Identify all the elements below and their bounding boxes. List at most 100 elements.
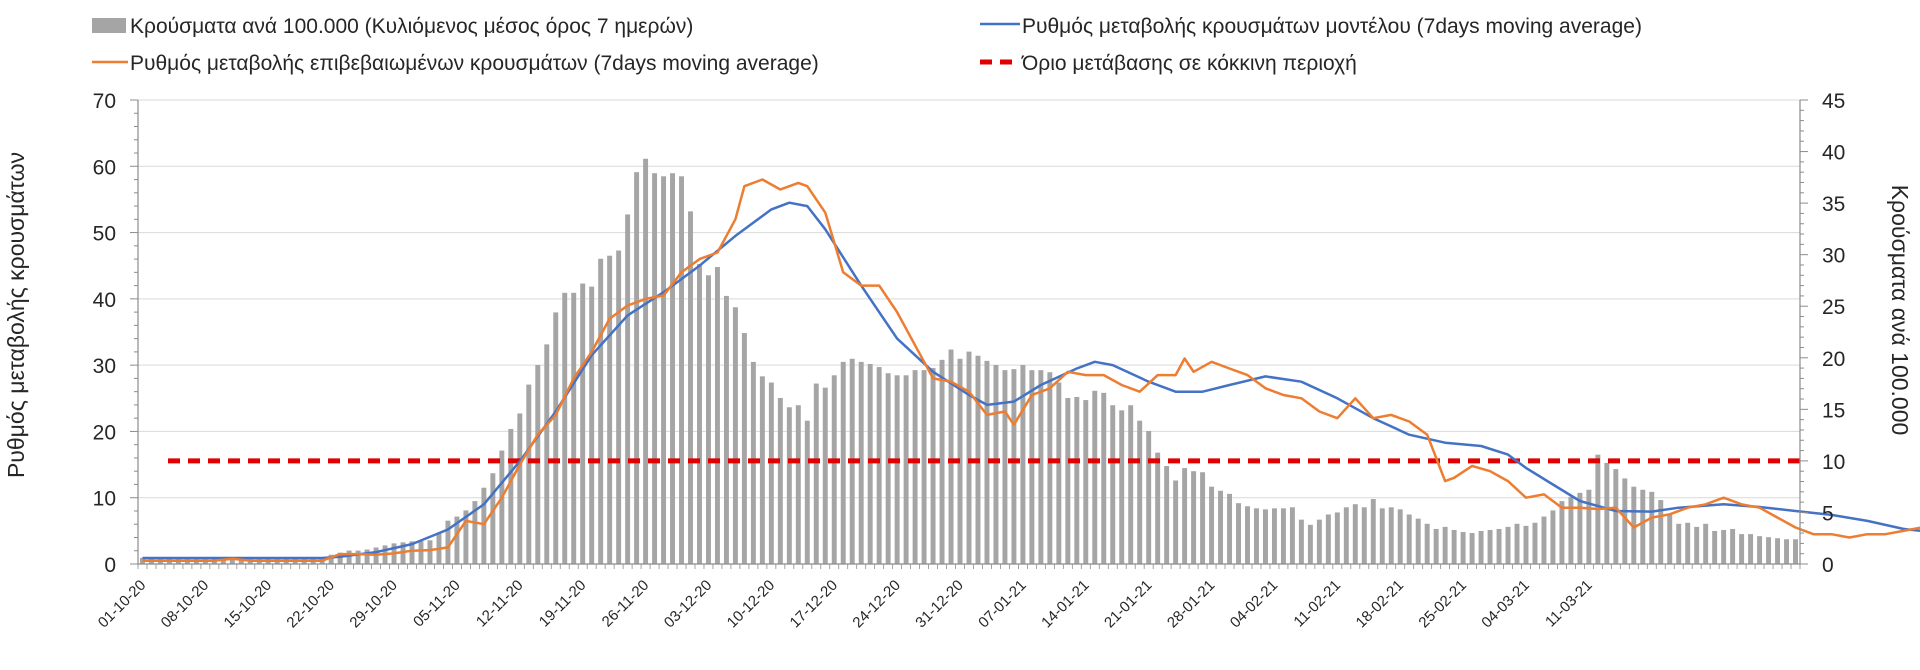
bar: [1757, 536, 1763, 564]
bar: [679, 176, 684, 564]
x-tick-label: 10-12-20: [724, 577, 778, 631]
bar: [1496, 528, 1502, 564]
x-tick-label: 19-11-20: [536, 577, 590, 631]
bar: [1739, 534, 1745, 564]
bar: [1640, 489, 1646, 564]
bar: [876, 367, 882, 564]
x-tick-label: 24-12-20: [849, 577, 903, 631]
bar: [1766, 537, 1772, 564]
bar: [1074, 396, 1080, 564]
bar: [858, 361, 864, 564]
bar: [1110, 405, 1116, 564]
bar: [1721, 529, 1727, 564]
x-tick-label: 29-10-20: [346, 577, 400, 631]
bar: [1397, 509, 1403, 564]
left-tick-label: 30: [93, 355, 116, 378]
bar: [1352, 504, 1358, 564]
bar: [328, 554, 334, 564]
bar: [1388, 507, 1394, 564]
bar: [1451, 529, 1457, 564]
bar: [1155, 452, 1161, 564]
bar: [355, 550, 361, 564]
bar: [1002, 370, 1008, 564]
legend-swatch-bars: [92, 18, 126, 33]
bar: [1586, 489, 1592, 564]
x-tick-label: 14-01-21: [1038, 577, 1092, 631]
bar: [1730, 528, 1736, 564]
bar: [1280, 508, 1286, 564]
bar: [409, 541, 415, 564]
bar: [634, 172, 640, 564]
bar: [840, 361, 846, 564]
right-tick-label: 35: [1822, 193, 1845, 216]
bar: [1532, 522, 1538, 564]
bar: [346, 550, 352, 564]
x-tick-label: 01-10-20: [95, 577, 149, 631]
bar: [930, 368, 936, 564]
line-series: [142, 178, 1920, 562]
bar: [1613, 469, 1619, 564]
legend-label-confirmed: Ρυθμός μεταβολής επιβεβαιωμένων κρουσμάτ…: [130, 52, 819, 75]
bar: [1460, 532, 1466, 564]
bar: [535, 364, 541, 564]
bar: [1406, 514, 1412, 564]
x-tick-label: 07-01-21: [975, 577, 1029, 631]
bar: [1271, 508, 1277, 564]
right-tick-label: 45: [1822, 90, 1845, 113]
right-tick-label: 20: [1822, 348, 1845, 371]
bar: [1182, 468, 1188, 564]
bar: [454, 516, 460, 564]
bar: [1433, 528, 1439, 564]
bar: [1559, 501, 1565, 564]
bar: [1218, 490, 1224, 564]
x-tick-label: 11-03-21: [1542, 577, 1596, 631]
bar: [885, 373, 891, 564]
bar: [661, 176, 667, 564]
x-tick-label: 28-01-21: [1164, 577, 1218, 631]
right-axis-title: Κρούσματα ανά 100.000: [1887, 185, 1913, 436]
bar: [1262, 509, 1268, 564]
bar: [652, 173, 658, 564]
left-tick-label: 50: [93, 223, 116, 246]
x-tick-label: 05-11-20: [410, 577, 464, 631]
bar: [1307, 524, 1313, 564]
bar: [1289, 507, 1295, 564]
x-tick-label: 08-10-20: [158, 577, 212, 631]
bar: [1415, 518, 1421, 564]
x-ticks: 01-10-20 08-10-20 15-10-20 22-10-20 29-10-20…: [95, 577, 1596, 631]
legend: Κρούσματα ανά 100.000 (Κυλιόμενος μέσος …: [92, 15, 1642, 75]
bar: [741, 333, 747, 564]
legend-label-bars: Κρούσματα ανά 100.000 (Κυλιόμενος μέσος …: [130, 15, 693, 38]
bar: [1056, 382, 1062, 564]
bar: [1523, 525, 1529, 564]
bar: [1505, 526, 1511, 564]
bar: [939, 359, 945, 564]
bar: [804, 420, 810, 564]
bar: [1775, 538, 1781, 564]
bar: [759, 376, 765, 564]
bar: [697, 263, 702, 564]
x-tick-label: 11-02-21: [1290, 577, 1344, 631]
bar: [562, 292, 568, 564]
axes: [130, 99, 1808, 569]
bar: [822, 387, 828, 564]
bar: [445, 520, 451, 564]
bar: [1514, 523, 1520, 564]
bar: [1164, 466, 1170, 564]
bar: [688, 211, 693, 565]
bar-series: [140, 158, 1798, 565]
left-tick-label: 40: [93, 289, 116, 312]
bar: [616, 250, 622, 564]
bar: [1092, 390, 1098, 564]
bar: [1065, 397, 1071, 564]
bar: [1173, 480, 1179, 564]
x-tick-label: 04-03-21: [1478, 577, 1532, 631]
bar: [1038, 370, 1044, 564]
bar: [589, 286, 595, 564]
bar: [625, 214, 631, 564]
bar: [1191, 471, 1197, 564]
bar: [867, 363, 873, 564]
bar: [553, 312, 559, 564]
bar: [1334, 512, 1340, 564]
